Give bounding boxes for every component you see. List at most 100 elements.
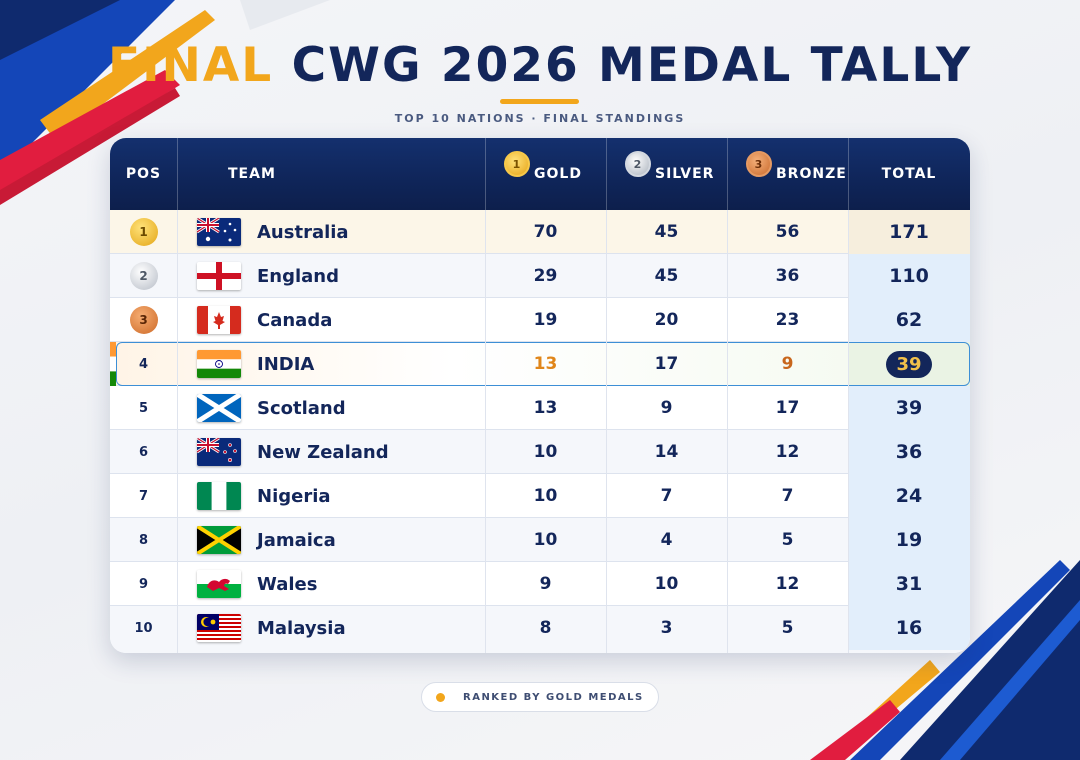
bronze-medal-icon: 3 bbox=[746, 151, 772, 177]
table-row: 8 Jamaica 10 4 5 19 bbox=[110, 518, 970, 562]
row-total: 39 bbox=[848, 386, 970, 430]
row-bronze: 36 bbox=[775, 266, 800, 286]
india-flag-icon bbox=[197, 350, 241, 378]
ranking-note: RANKED BY GOLD MEDALS bbox=[421, 682, 659, 712]
row-pos: 6 bbox=[138, 444, 149, 460]
bronze-rank-badge: 3 bbox=[129, 306, 158, 334]
table-row: 6 New Zealand 10 14 12 36 bbox=[110, 430, 970, 474]
row-bronze: 5 bbox=[781, 618, 794, 638]
row-team: Australia bbox=[257, 221, 349, 243]
row-team: INDIA bbox=[257, 353, 315, 375]
india-total-pill: 39 bbox=[886, 350, 932, 378]
row-bronze: 17 bbox=[775, 398, 800, 418]
row-team: Scotland bbox=[257, 397, 346, 419]
row-pos: 4 bbox=[138, 356, 149, 372]
row-bronze: 5 bbox=[781, 530, 794, 550]
row-gold: 13 bbox=[533, 354, 558, 374]
page-title: FINAL CWG 2026 MEDAL TALLY bbox=[0, 38, 1080, 94]
silver-rank-badge: 2 bbox=[129, 262, 158, 290]
row-total: 171 bbox=[848, 210, 970, 254]
row-gold: 70 bbox=[533, 222, 558, 242]
row-total: 16 bbox=[848, 606, 970, 650]
row-total: 31 bbox=[848, 562, 970, 606]
row-team: Jamaica bbox=[257, 529, 336, 551]
row-total: 62 bbox=[848, 298, 970, 342]
title-main: CWG 2026 MEDAL TALLY bbox=[291, 38, 973, 93]
table-row: 1 Australia 70 45 56 171 bbox=[110, 210, 970, 254]
col-header-bronze: 3 BRONZE bbox=[746, 138, 848, 210]
row-total: 110 bbox=[848, 254, 970, 298]
row-team: Nigeria bbox=[257, 485, 331, 507]
row-gold: 19 bbox=[533, 310, 558, 330]
ranking-note-label: RANKED BY GOLD MEDALS bbox=[463, 691, 644, 703]
row-silver: 10 bbox=[654, 574, 679, 594]
wales-flag-icon bbox=[197, 570, 241, 598]
page-subtitle: TOP 10 NATIONS · FINAL STANDINGS bbox=[394, 112, 686, 125]
scotland-flag-icon bbox=[197, 394, 241, 422]
canada-flag-icon bbox=[197, 306, 241, 334]
gold-medal-icon: 1 bbox=[504, 151, 530, 177]
table-row: 10 Malaysia 8 3 5 16 bbox=[110, 606, 970, 653]
medal-table: POS TEAM 1 GOLD 2 SILVER 3 BRONZE TOTAL … bbox=[110, 138, 970, 653]
table-row: 9 Wales 9 10 12 31 bbox=[110, 562, 970, 606]
row-pos: 1 bbox=[110, 210, 177, 254]
nigeria-flag-icon bbox=[197, 482, 241, 510]
col-header-silver: 2 SILVER bbox=[625, 138, 725, 210]
new-zealand-flag-icon bbox=[197, 438, 241, 466]
row-team: Canada bbox=[257, 309, 333, 331]
malaysia-flag-icon bbox=[197, 614, 241, 642]
row-total: 39 bbox=[848, 342, 970, 386]
row-bronze: 9 bbox=[781, 354, 794, 374]
row-pos: 10 bbox=[134, 620, 153, 636]
silver-medal-icon: 2 bbox=[625, 151, 651, 177]
row-pos: 2 bbox=[110, 254, 177, 298]
row-team: Wales bbox=[257, 573, 318, 595]
row-pos: 9 bbox=[138, 576, 149, 592]
row-silver: 4 bbox=[660, 530, 673, 550]
col-header-team: TEAM bbox=[228, 166, 276, 182]
row-gold: 29 bbox=[533, 266, 558, 286]
row-gold: 10 bbox=[533, 530, 558, 550]
india-side-strip bbox=[110, 342, 116, 386]
row-silver: 17 bbox=[654, 354, 679, 374]
row-gold: 10 bbox=[533, 486, 558, 506]
row-bronze: 56 bbox=[775, 222, 800, 242]
row-silver: 45 bbox=[654, 266, 679, 286]
row-pos: 7 bbox=[138, 488, 149, 504]
table-row: 3 Canada 19 20 23 62 bbox=[110, 298, 970, 342]
table-row: 2 England 29 45 36 110 bbox=[110, 254, 970, 298]
australia-flag-icon bbox=[197, 218, 241, 246]
row-pos: 8 bbox=[138, 532, 149, 548]
row-bronze: 7 bbox=[781, 486, 794, 506]
col-header-gold: 1 GOLD bbox=[504, 138, 604, 210]
row-team: England bbox=[257, 265, 340, 287]
row-silver: 45 bbox=[654, 222, 679, 242]
col-header-pos: POS bbox=[125, 166, 162, 182]
row-bronze: 23 bbox=[775, 310, 800, 330]
table-header: POS TEAM 1 GOLD 2 SILVER 3 BRONZE TOTAL bbox=[110, 138, 970, 210]
row-silver: 9 bbox=[660, 398, 673, 418]
row-gold: 8 bbox=[539, 618, 552, 638]
row-silver: 3 bbox=[660, 618, 673, 638]
title-accent: FINAL bbox=[107, 38, 274, 93]
col-header-total: TOTAL bbox=[881, 166, 937, 182]
row-team: Malaysia bbox=[257, 617, 346, 639]
table-row-highlighted: 4 INDIA 13 17 9 39 bbox=[110, 342, 970, 386]
row-total: 24 bbox=[848, 474, 970, 518]
row-pos: 3 bbox=[110, 298, 177, 342]
row-silver: 7 bbox=[660, 486, 673, 506]
gold-rank-badge: 1 bbox=[129, 218, 158, 246]
row-gold: 13 bbox=[533, 398, 558, 418]
col-header-gold-label: GOLD bbox=[534, 166, 582, 182]
row-silver: 14 bbox=[654, 442, 679, 462]
row-bronze: 12 bbox=[775, 442, 800, 462]
row-gold: 10 bbox=[533, 442, 558, 462]
england-flag-icon bbox=[197, 262, 241, 290]
title-underline bbox=[500, 99, 579, 104]
gold-dot-icon bbox=[436, 692, 445, 702]
col-header-bronze-label: BRONZE bbox=[776, 166, 847, 182]
jamaica-flag-icon bbox=[197, 526, 241, 554]
row-bronze: 12 bbox=[775, 574, 800, 594]
row-silver: 20 bbox=[654, 310, 679, 330]
